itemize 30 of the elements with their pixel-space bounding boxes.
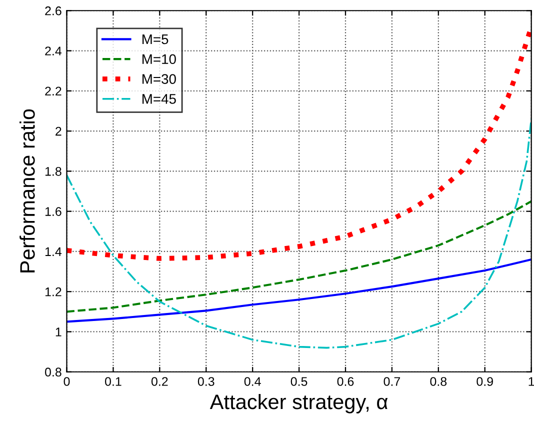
line-series <box>66 258 532 323</box>
y-tick-label: 1.8 <box>45 166 62 176</box>
y-tick-label: 2.6 <box>45 6 62 16</box>
y-tick-label: 0.8 <box>45 368 62 377</box>
y-tick-label: 2.4 <box>45 46 62 56</box>
legend-label: M=45 <box>142 94 176 104</box>
x-tick-label: 0.9 <box>476 377 493 386</box>
x-tick-label: 0.2 <box>151 377 168 386</box>
y-tick-label: 2.2 <box>45 86 62 96</box>
y-tick-label: 1 <box>56 328 62 336</box>
x-tick-label: 0.1 <box>105 377 122 386</box>
legend-label: M=10 <box>142 54 176 64</box>
x-tick-label: 0.6 <box>337 377 354 386</box>
x-tick-label: 0.7 <box>384 377 400 386</box>
legend-label: M=5 <box>142 34 168 44</box>
x-tick-label: 1 <box>528 377 534 386</box>
y-tick-label: 2 <box>56 126 62 136</box>
line-series <box>66 200 532 313</box>
line-series <box>66 118 532 349</box>
x-tick-label: 0.3 <box>198 377 214 386</box>
x-tick-label: 0 <box>64 377 70 386</box>
x-tick-label: 0.8 <box>430 377 447 386</box>
y-tick-label: 1.2 <box>45 287 62 296</box>
legend-label: M=30 <box>142 74 176 84</box>
y-axis-title: Performance ratio <box>20 109 35 272</box>
x-axis-title: Attacker strategy, α <box>210 394 388 414</box>
x-tick-label: 0.4 <box>244 377 261 386</box>
y-tick-label: 1.4 <box>45 247 62 256</box>
y-tick-label: 1.6 <box>45 207 62 216</box>
x-tick-label: 0.5 <box>290 377 308 386</box>
